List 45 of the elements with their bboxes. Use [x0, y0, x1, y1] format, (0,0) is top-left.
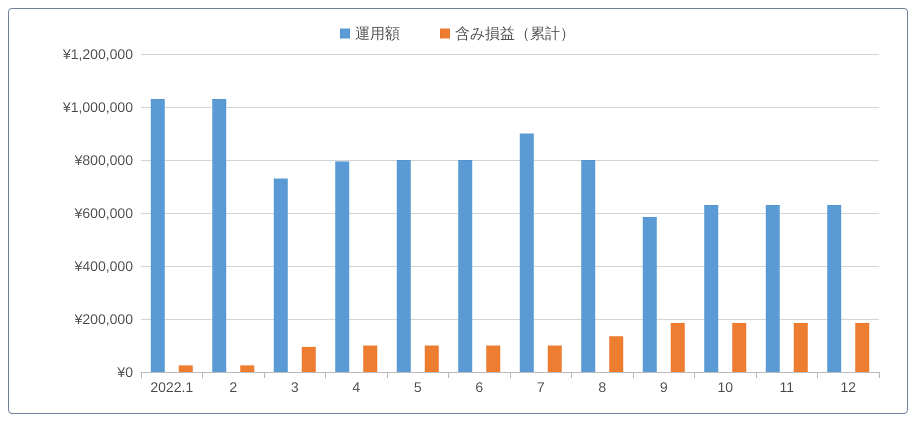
y-tick-label: ¥400,000	[74, 258, 134, 274]
bar	[335, 161, 350, 372]
x-tick-label: 6	[475, 379, 484, 395]
legend-label: 運用額	[355, 24, 400, 42]
bar	[424, 346, 439, 372]
bar	[212, 99, 226, 372]
bar	[670, 322, 685, 372]
y-tick-label: ¥1,000,000	[62, 99, 134, 115]
bar	[520, 134, 534, 372]
bar	[766, 205, 780, 372]
bar	[642, 216, 657, 372]
bar	[396, 160, 411, 372]
bar	[855, 322, 870, 372]
y-tick-label: ¥800,000	[74, 152, 134, 168]
bar	[609, 336, 624, 372]
bar	[363, 346, 378, 372]
bar	[794, 322, 808, 372]
bar	[581, 160, 596, 372]
y-tick-label: ¥600,000	[74, 205, 134, 221]
bar	[240, 365, 254, 372]
x-tick-label: 9	[660, 379, 668, 395]
legend-label: 含み損益（累計）	[455, 24, 575, 42]
bar	[732, 322, 746, 372]
bar	[548, 346, 562, 372]
y-tick-label: ¥1,200,000	[62, 46, 134, 62]
bar	[486, 346, 500, 372]
x-tick-label: 4	[352, 379, 360, 395]
x-tick-label: 5	[414, 379, 422, 395]
y-tick-label: ¥200,000	[74, 311, 134, 327]
x-tick-label: 12	[840, 379, 856, 395]
y-tick-label: ¥0	[116, 364, 134, 380]
x-tick-label: 7	[536, 379, 545, 395]
x-tick-label: 11	[779, 379, 794, 395]
x-tick-label: 8	[598, 379, 606, 395]
bar	[827, 205, 842, 372]
x-tick-label: 2022.1	[150, 379, 194, 395]
bar	[704, 205, 718, 372]
bar	[458, 160, 472, 372]
x-tick-label: 10	[717, 379, 734, 395]
bar	[274, 178, 288, 372]
bar	[150, 99, 165, 372]
x-tick-label: 2	[229, 379, 238, 395]
x-tick-label: 3	[290, 379, 299, 395]
bar	[178, 365, 193, 372]
bar	[302, 346, 316, 372]
